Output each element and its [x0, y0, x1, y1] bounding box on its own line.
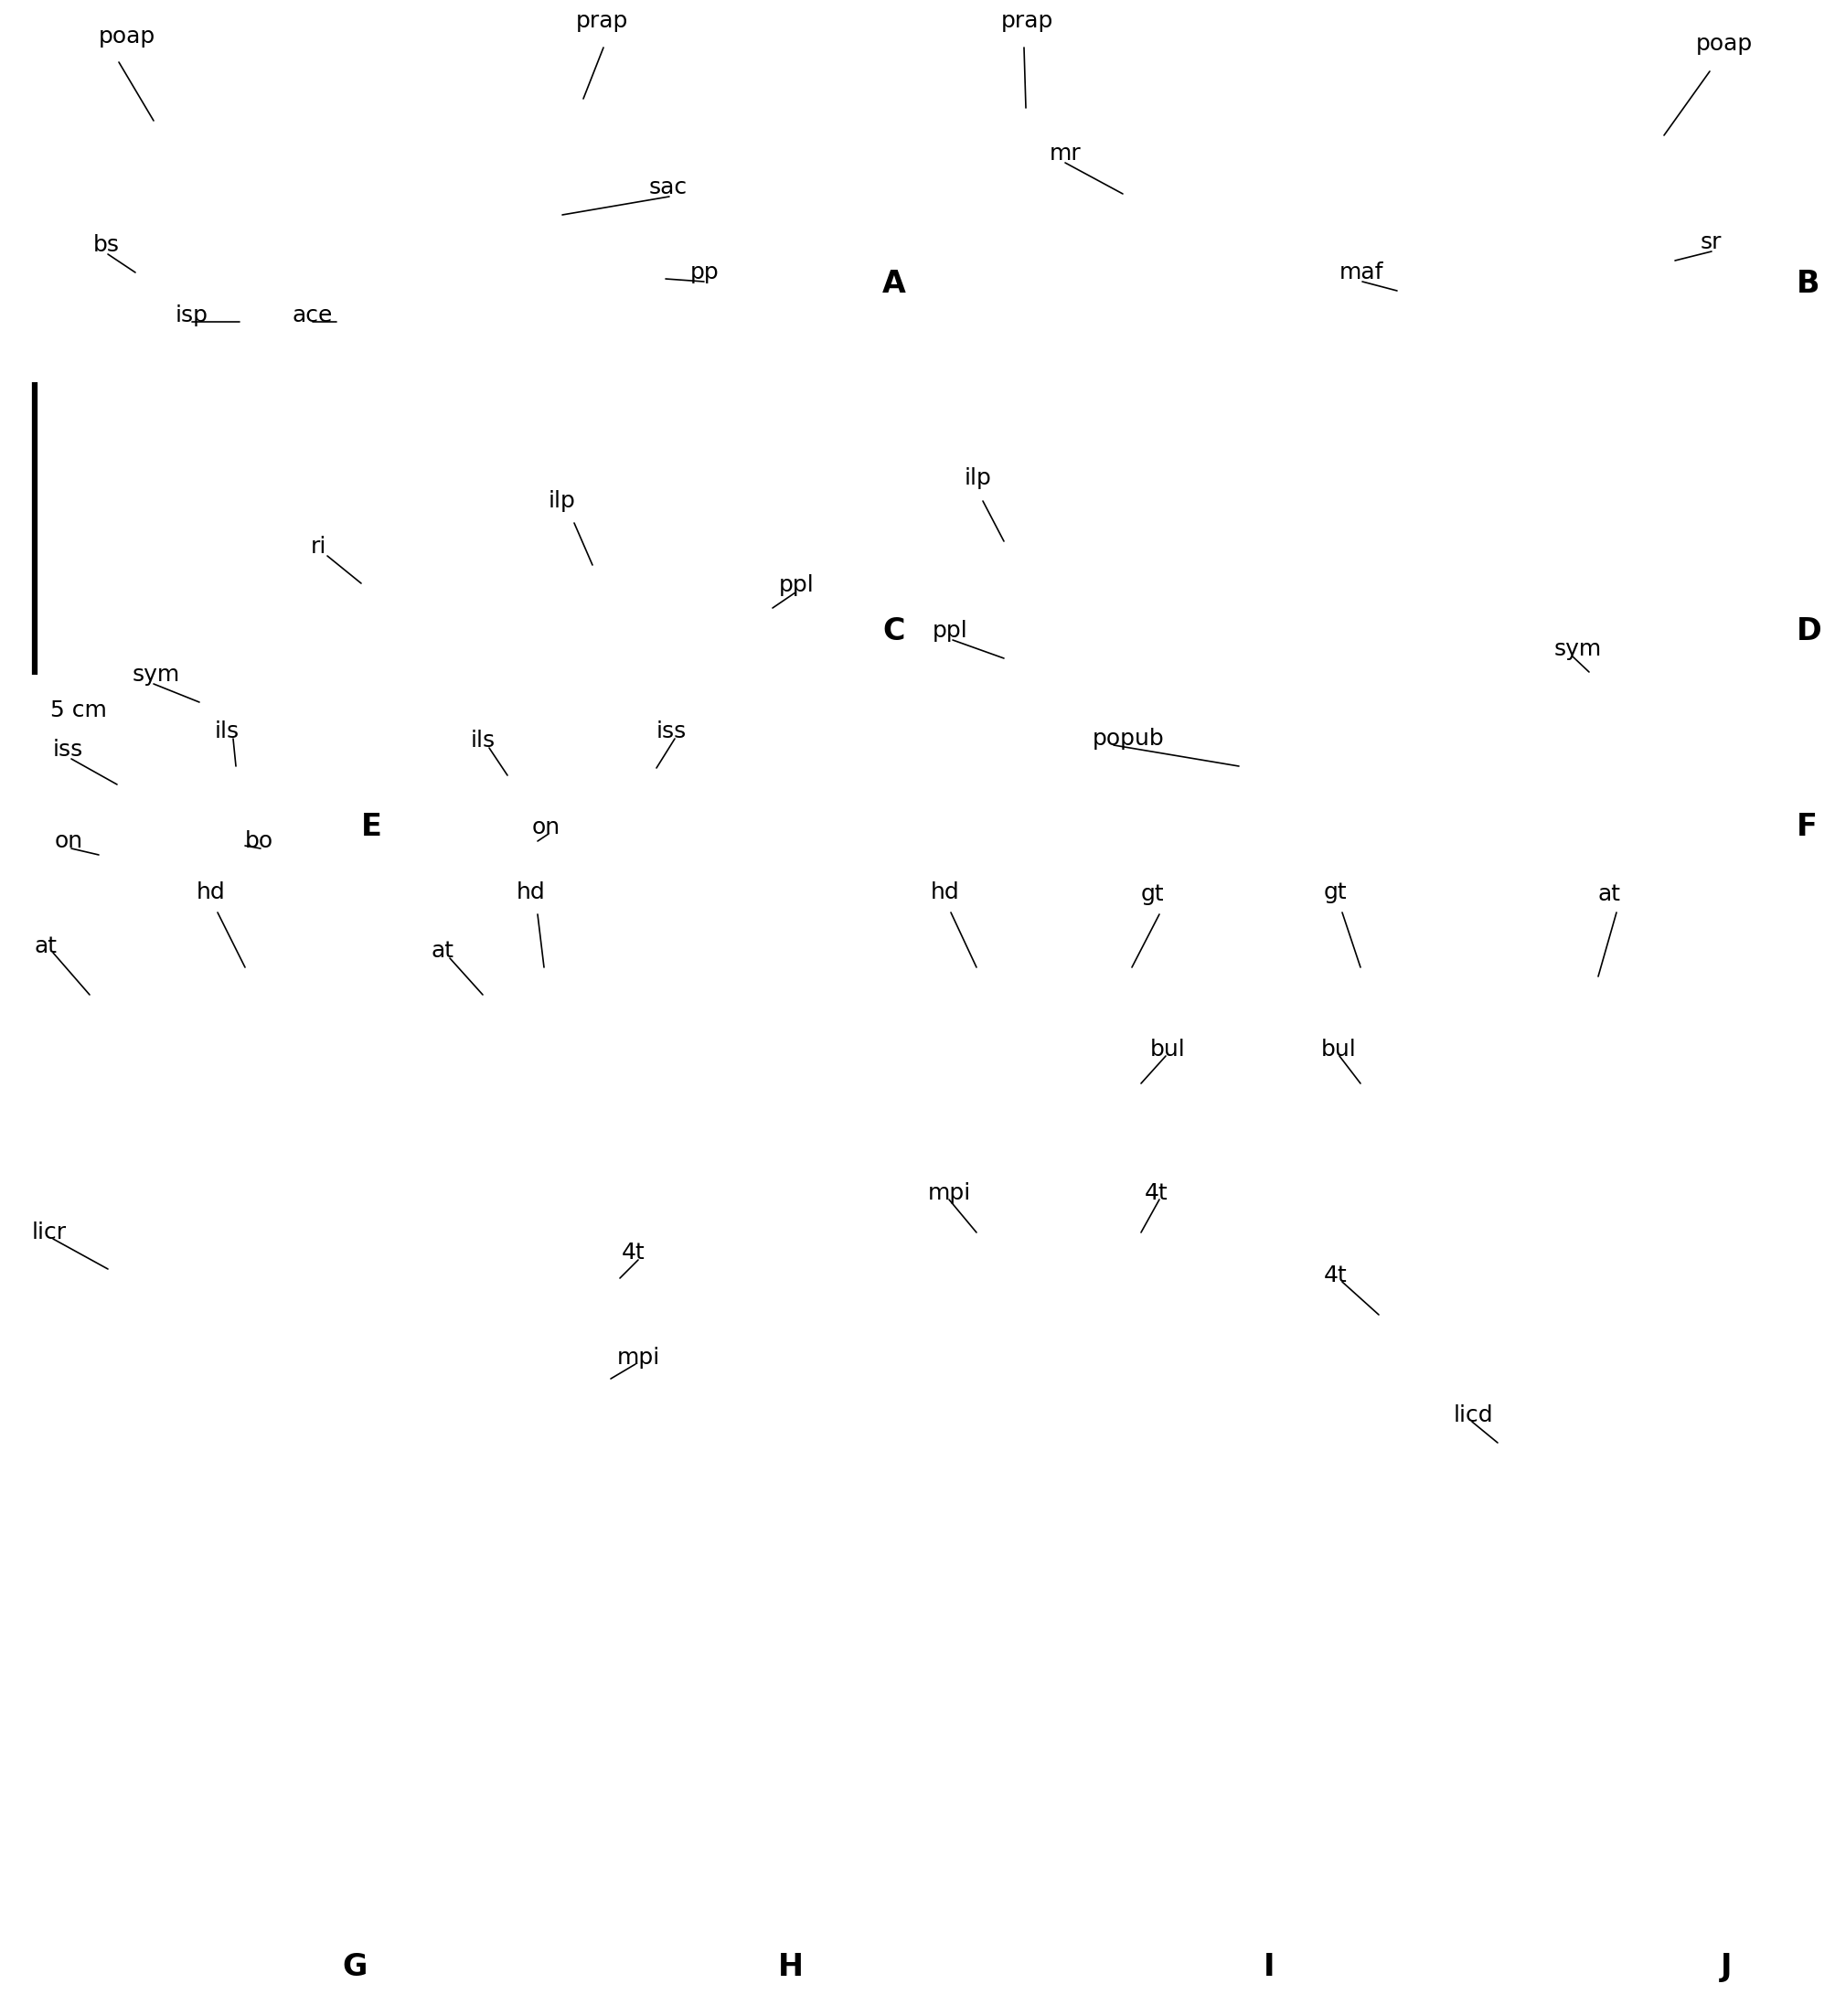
Text: gt: gt	[1141, 883, 1163, 905]
Text: prap: prap	[576, 10, 628, 32]
Text: ace: ace	[292, 304, 332, 327]
Text: ils: ils	[215, 720, 240, 742]
Text: B: B	[1796, 268, 1818, 298]
Text: mr: mr	[1050, 143, 1081, 165]
Text: isp: isp	[176, 304, 209, 327]
Text: sym: sym	[1554, 639, 1602, 659]
Text: ri: ri	[310, 536, 327, 558]
Text: pp: pp	[690, 262, 719, 284]
Text: maf: maf	[1340, 262, 1384, 284]
Text: sr: sr	[1699, 232, 1721, 254]
Text: sym: sym	[132, 663, 180, 685]
Text: bo: bo	[244, 831, 273, 853]
Text: G: G	[341, 1951, 367, 1982]
Text: hd: hd	[516, 881, 545, 903]
Text: bul: bul	[1321, 1038, 1356, 1060]
Text: prap: prap	[1000, 10, 1053, 32]
Text: 4t: 4t	[1145, 1181, 1167, 1204]
Text: bs: bs	[94, 234, 119, 256]
Text: 5 cm: 5 cm	[50, 700, 106, 722]
Text: gt: gt	[1323, 881, 1347, 903]
Text: bul: bul	[1149, 1038, 1185, 1060]
Text: licr: licr	[31, 1222, 66, 1244]
Text: ils: ils	[470, 730, 495, 752]
Text: E: E	[361, 812, 382, 843]
Text: H: H	[778, 1951, 804, 1982]
Text: mpi: mpi	[617, 1347, 661, 1369]
Text: sac: sac	[650, 177, 688, 198]
Text: ppl: ppl	[778, 575, 815, 597]
Text: D: D	[1796, 615, 1820, 645]
Text: ppl: ppl	[932, 619, 967, 641]
Text: 4t: 4t	[622, 1242, 644, 1264]
Text: F: F	[1796, 812, 1817, 843]
Text: at: at	[1598, 883, 1620, 905]
Text: mpi: mpi	[927, 1181, 971, 1204]
Text: licd: licd	[1453, 1405, 1494, 1425]
Text: on: on	[532, 816, 560, 839]
Text: hd: hd	[196, 881, 226, 903]
Text: at: at	[35, 935, 57, 958]
Text: ilp: ilp	[963, 468, 991, 490]
Text: poap: poap	[99, 26, 156, 48]
Text: ilp: ilp	[549, 490, 576, 512]
Text: iss: iss	[657, 720, 686, 742]
Text: hd: hd	[930, 881, 960, 903]
Text: C: C	[883, 615, 905, 645]
Text: A: A	[883, 268, 905, 298]
Text: J: J	[1719, 1951, 1730, 1982]
Text: poap: poap	[1696, 32, 1752, 54]
Text: at: at	[431, 939, 455, 962]
Text: I: I	[1262, 1951, 1273, 1982]
Text: popub: popub	[1092, 728, 1163, 750]
Text: on: on	[55, 831, 83, 853]
Text: iss: iss	[53, 738, 83, 760]
Text: 4t: 4t	[1323, 1264, 1347, 1286]
